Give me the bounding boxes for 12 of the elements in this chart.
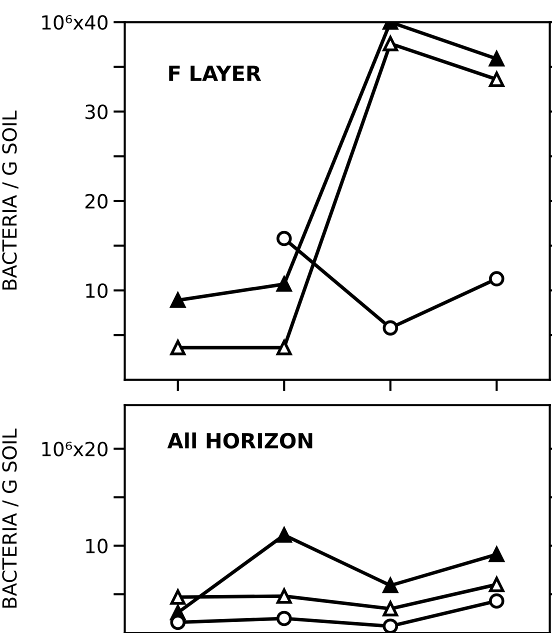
text: 10⁶x [42,442,84,456]
y-axis-title: BACTERIA / G SOIL [2,110,18,290]
y-tick-label: 10 [86,538,108,554]
y-tick-label: 10 [86,283,108,298]
annotation: F LAYER [169,66,262,81]
y-tick-label: 20 [85,442,108,456]
annotation: All HORIZON [167,432,312,449]
text: 10⁶x [42,15,84,30]
y-tick-label: 30 [86,104,108,120]
y-axis-title: BACTERIA / G SOIL [2,428,18,608]
y-tick-label: 40 [84,15,108,30]
y-tick-label: 20 [85,194,108,209]
